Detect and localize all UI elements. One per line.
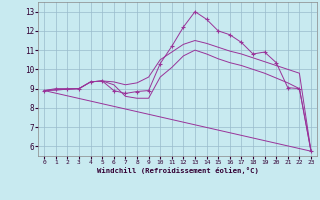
X-axis label: Windchill (Refroidissement éolien,°C): Windchill (Refroidissement éolien,°C) xyxy=(97,167,259,174)
